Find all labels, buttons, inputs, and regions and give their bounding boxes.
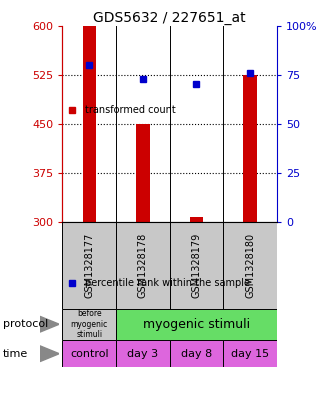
Bar	[190, 217, 203, 222]
Bar	[83, 26, 96, 222]
Polygon shape	[40, 316, 59, 332]
Bar	[223, 340, 277, 367]
Bar	[62, 340, 116, 367]
Text: percentile rank within the sample: percentile rank within the sample	[85, 278, 250, 288]
Bar	[170, 222, 223, 309]
Text: GSM1328178: GSM1328178	[138, 233, 148, 298]
Text: GSM1328180: GSM1328180	[245, 233, 255, 298]
Title: GDS5632 / 227651_at: GDS5632 / 227651_at	[93, 11, 246, 24]
Bar	[223, 222, 277, 309]
Bar	[62, 309, 116, 340]
Bar	[116, 222, 170, 309]
Text: control: control	[70, 349, 108, 359]
Bar	[136, 124, 149, 222]
Bar	[170, 340, 223, 367]
Text: before
myogenic
stimuli: before myogenic stimuli	[71, 309, 108, 339]
Text: myogenic stimuli: myogenic stimuli	[143, 318, 250, 331]
Bar	[243, 75, 257, 222]
Text: transformed count: transformed count	[85, 105, 176, 115]
Polygon shape	[40, 346, 59, 362]
Bar	[62, 222, 116, 309]
Text: time: time	[3, 349, 28, 359]
Text: protocol: protocol	[3, 319, 48, 329]
Text: day 8: day 8	[181, 349, 212, 359]
Text: GSM1328179: GSM1328179	[191, 233, 201, 298]
Text: day 3: day 3	[127, 349, 158, 359]
Text: day 15: day 15	[231, 349, 269, 359]
Bar	[116, 309, 277, 340]
Text: GSM1328177: GSM1328177	[84, 233, 94, 298]
Bar	[116, 340, 170, 367]
